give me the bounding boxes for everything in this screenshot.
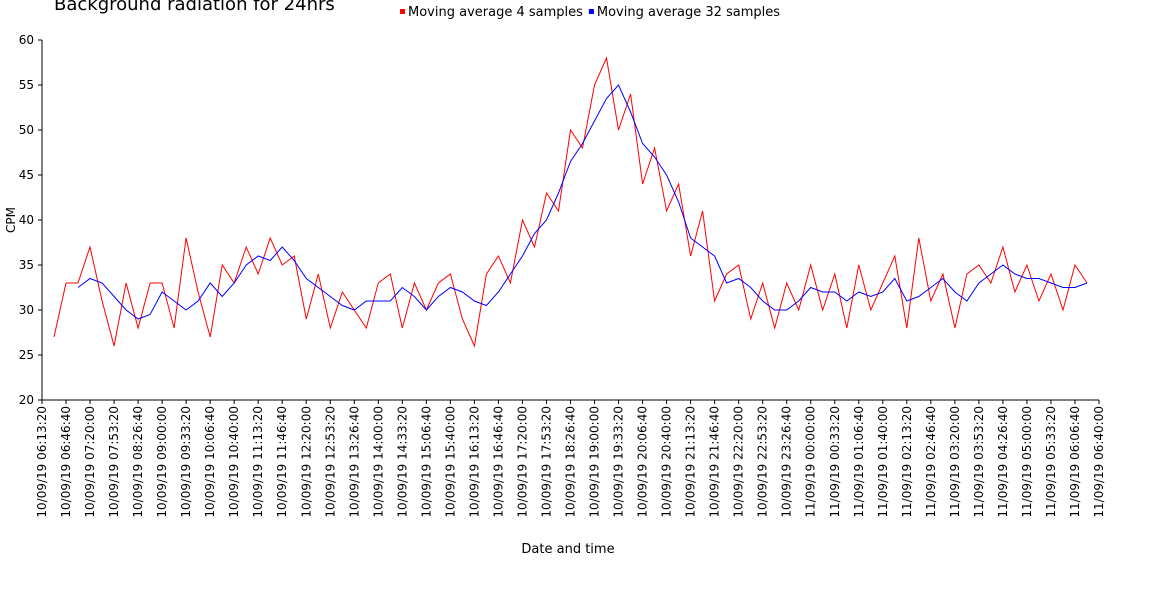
y-tick-label: 40 — [19, 213, 34, 227]
x-tick-label: 10/09/19 08:26:40 — [131, 406, 145, 518]
x-tick-label: 10/09/19 19:00:00 — [588, 406, 602, 518]
y-axis-label: CPM — [4, 207, 18, 233]
legend-swatch — [588, 9, 594, 14]
legend-label: Moving average 32 samples — [597, 5, 780, 20]
x-axis-label: Date and time — [521, 542, 614, 557]
x-tick-label: 10/09/19 09:00:00 — [155, 406, 169, 518]
y-tick-label: 30 — [19, 303, 34, 317]
x-tick-label: 10/09/19 07:20:00 — [83, 406, 97, 518]
y-tick-label: 25 — [19, 348, 34, 362]
x-tick-label: 10/09/19 15:06:40 — [419, 406, 433, 518]
x-tick-label: 11/09/19 06:40:00 — [1092, 406, 1106, 518]
x-tick-label: 11/09/19 03:53:20 — [972, 406, 986, 518]
y-tick-label: 60 — [19, 33, 34, 47]
x-tick-label: 10/09/19 22:20:00 — [732, 406, 746, 518]
series-line — [77, 84, 1088, 320]
series-line — [53, 56, 1088, 348]
y-tick-label: 45 — [19, 168, 34, 182]
x-tick-label: 11/09/19 05:33:20 — [1044, 406, 1058, 518]
x-tick-label: 10/09/19 16:46:40 — [491, 406, 505, 518]
x-tick-label: 10/09/19 10:06:40 — [203, 406, 217, 518]
y-tick-label: 55 — [19, 78, 34, 92]
x-tick-label: 10/09/19 07:53:20 — [107, 406, 121, 518]
x-tick-label: 11/09/19 02:46:40 — [924, 406, 938, 518]
x-tick-label: 11/09/19 05:00:00 — [1020, 406, 1034, 518]
x-tick-label: 11/09/19 00:00:00 — [804, 406, 818, 518]
x-tick-label: 10/09/19 23:26:40 — [780, 406, 794, 518]
x-tick-label: 10/09/19 13:26:40 — [347, 406, 361, 518]
x-tick-label: 10/09/19 11:13:20 — [251, 406, 265, 518]
x-tick-label: 10/09/19 16:13:20 — [467, 406, 481, 518]
x-tick-label: 10/09/19 11:46:40 — [275, 406, 289, 518]
x-tick-label: 10/09/19 21:13:20 — [684, 406, 698, 518]
x-tick-label: 11/09/19 04:26:40 — [996, 406, 1010, 518]
x-tick-label: 11/09/19 01:40:00 — [876, 406, 890, 518]
x-tick-label: 10/09/19 12:53:20 — [323, 406, 337, 518]
x-tick-label: 10/09/19 18:26:40 — [564, 406, 578, 518]
x-tick-label: 11/09/19 00:33:20 — [828, 406, 842, 518]
y-tick-label: 35 — [19, 258, 34, 272]
x-tick-label: 10/09/19 21:46:40 — [708, 406, 722, 518]
x-tick-label: 11/09/19 03:20:00 — [948, 406, 962, 518]
x-tick-label: 10/09/19 17:20:00 — [515, 406, 529, 518]
x-tick-label: 10/09/19 22:53:20 — [756, 406, 770, 518]
x-tick-label: 10/09/19 14:33:20 — [395, 406, 409, 518]
x-tick-label: 11/09/19 01:06:40 — [852, 406, 866, 518]
x-tick-label: 10/09/19 09:33:20 — [179, 406, 193, 518]
y-tick-label: 50 — [19, 123, 34, 137]
x-tick-label: 10/09/19 19:33:20 — [612, 406, 626, 518]
x-tick-label: 10/09/19 20:40:00 — [660, 406, 674, 518]
x-tick-label: 10/09/19 20:06:40 — [636, 406, 650, 518]
x-tick-label: 10/09/19 17:53:20 — [539, 406, 553, 518]
chart-title: Background radiation for 24hrs — [54, 0, 335, 15]
x-tick-label: 10/09/19 06:13:20 — [35, 406, 49, 518]
x-tick-label: 11/09/19 02:13:20 — [900, 406, 914, 518]
x-tick-label: 10/09/19 12:20:00 — [299, 406, 313, 518]
x-tick-label: 10/09/19 14:00:00 — [371, 406, 385, 518]
x-tick-label: 10/09/19 15:40:00 — [443, 406, 457, 518]
legend-swatch — [400, 9, 405, 14]
x-tick-label: 10/09/19 06:46:40 — [59, 406, 73, 518]
legend-label: Moving average 4 samples — [408, 5, 583, 20]
x-tick-label: 11/09/19 06:06:40 — [1068, 406, 1082, 518]
y-tick-label: 20 — [19, 393, 34, 407]
x-tick-label: 10/09/19 10:40:00 — [227, 406, 241, 518]
